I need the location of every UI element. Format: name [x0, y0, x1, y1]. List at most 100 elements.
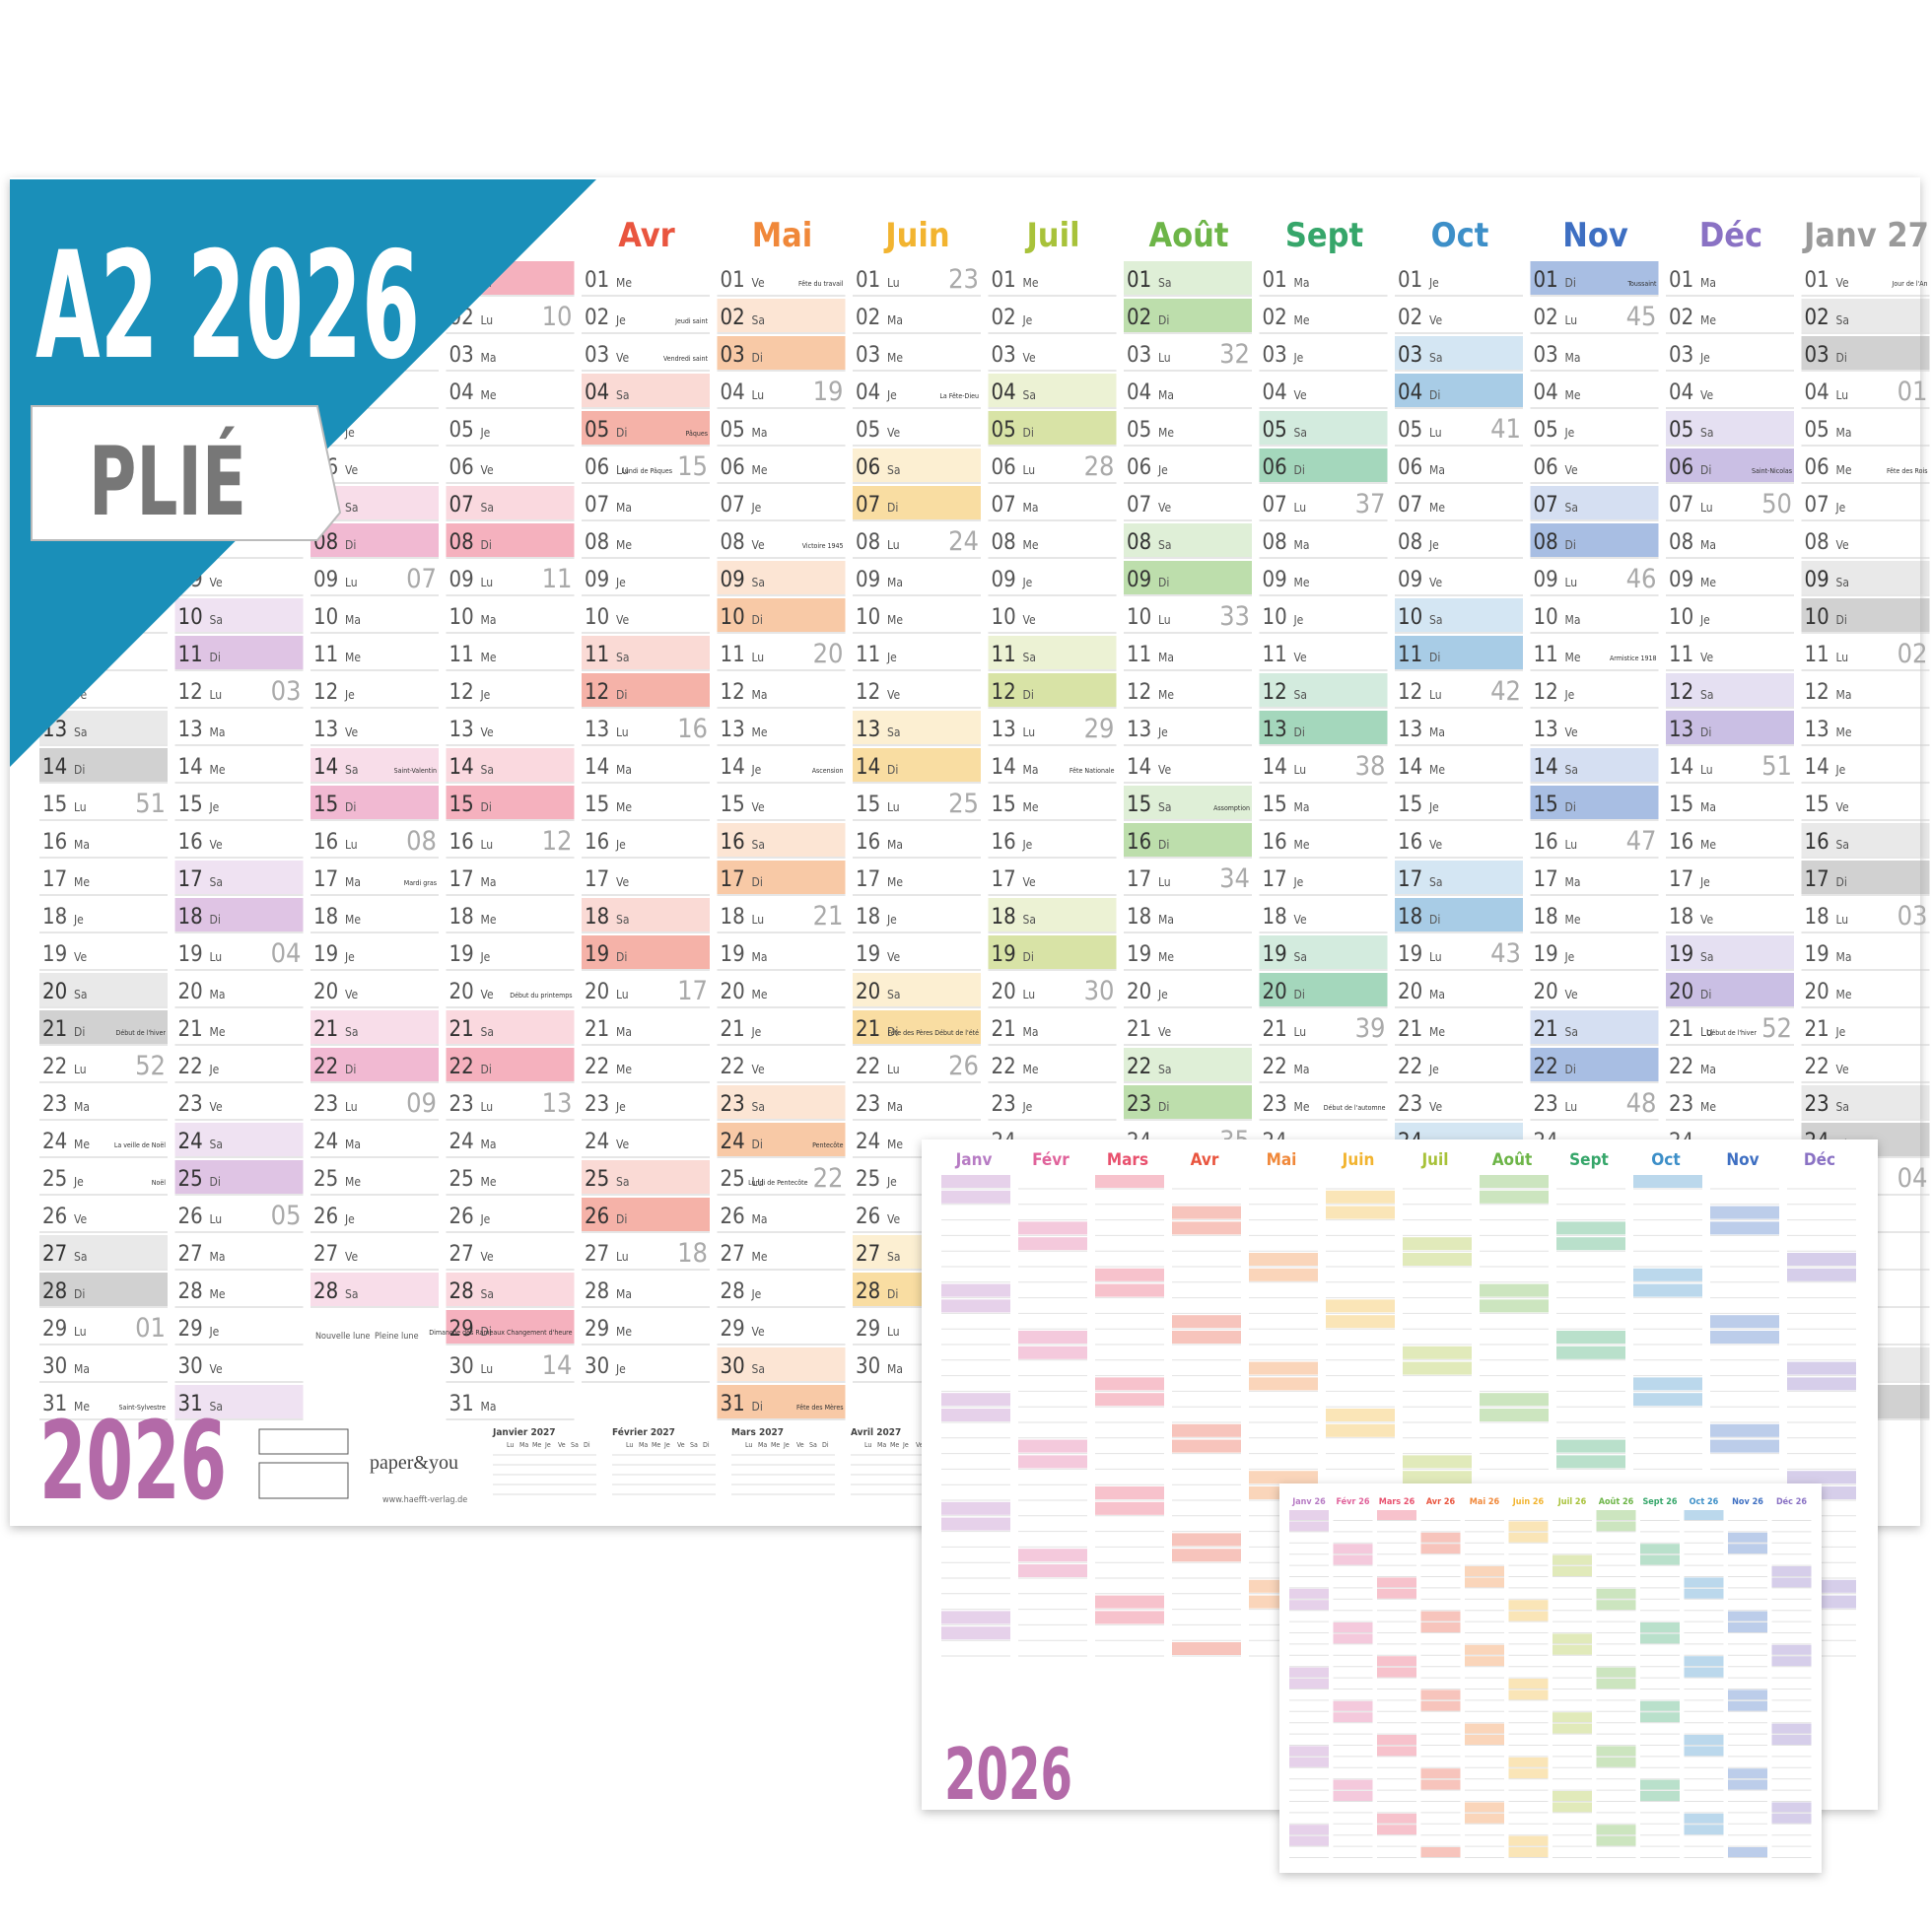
weekday: Sa	[752, 1100, 765, 1114]
day-number: 04	[1669, 380, 1693, 405]
weekday: Je	[886, 913, 897, 927]
weekday: Me	[1836, 988, 1852, 1001]
day-number: 07	[1805, 493, 1829, 518]
day-number: 07	[1669, 493, 1693, 518]
thumb-weekend	[1018, 1455, 1087, 1469]
thumb-weekend	[1556, 1346, 1625, 1359]
thumb-weekend	[1420, 1779, 1461, 1790]
weekend-fill	[174, 1385, 304, 1418]
thumb-weekend	[1480, 1409, 1549, 1421]
weekday: Di	[210, 651, 221, 664]
holiday: Fête des Mères	[796, 1404, 844, 1412]
day-number: 06	[1263, 455, 1287, 480]
weekday: Ve	[887, 688, 900, 702]
weekday: Ma	[616, 501, 632, 515]
day-number: 11	[1127, 643, 1151, 667]
weekday: Sa	[1294, 426, 1307, 440]
thumb-weekend	[1289, 1600, 1329, 1611]
weekend-fill	[582, 374, 710, 407]
weekday: Ve	[1700, 388, 1713, 402]
day-number: 20	[313, 980, 338, 1004]
weekday: Me	[1023, 1063, 1039, 1076]
weekday: Di	[1294, 725, 1305, 739]
day-number: 07	[1127, 493, 1151, 518]
weekday: Sa	[752, 1362, 765, 1376]
mini-weekday: Me	[890, 1441, 899, 1449]
mini-weekday: Di	[703, 1441, 710, 1449]
weekday: Di	[1836, 875, 1847, 889]
weekday: Ma	[345, 1138, 361, 1151]
weekday: Ma	[345, 613, 361, 627]
thumb-weekend	[1684, 1667, 1724, 1678]
weekday: Ve	[752, 800, 765, 814]
weekday: Me	[1294, 838, 1310, 852]
thumb-weekend	[1333, 1633, 1373, 1644]
thumb-weekend	[1333, 1712, 1373, 1723]
day-number: 30	[585, 1354, 609, 1379]
thumb-weekend	[1018, 1564, 1087, 1577]
day-number: 08	[1805, 530, 1829, 555]
thumb-weekend	[1326, 1206, 1395, 1219]
holiday: Armistice 1918	[1610, 655, 1657, 662]
day-number: 03	[1534, 343, 1558, 368]
week-number: 52	[135, 1051, 166, 1081]
day-number: 20	[585, 980, 609, 1004]
day-number: 21	[1398, 1017, 1422, 1042]
day-number: 14	[178, 755, 203, 780]
day-number: 20	[42, 980, 67, 1004]
thumb-weekend	[1771, 1577, 1812, 1588]
brand: paper&you	[370, 1452, 458, 1474]
weekday: Di	[1700, 463, 1711, 477]
day-number: 10	[1398, 605, 1422, 630]
day-number: 21	[313, 1017, 338, 1042]
week-number: 26	[948, 1051, 979, 1081]
day-number: 05	[1669, 418, 1693, 443]
day-number: 01	[856, 268, 880, 293]
day-number: 18	[1263, 905, 1287, 930]
weekday: Lu	[481, 1100, 494, 1114]
thumb-weekend	[1465, 1723, 1504, 1734]
day-number: 17	[313, 867, 338, 892]
weekday: Lu	[74, 1063, 87, 1076]
day-number: 28	[178, 1279, 203, 1304]
day-number: 09	[1669, 568, 1693, 592]
weekend-fill	[1395, 898, 1523, 932]
weekday: Lu	[1565, 1100, 1578, 1114]
day-number: 27	[449, 1242, 474, 1267]
weekday: Lu	[210, 688, 223, 702]
day-number: 02	[1263, 306, 1287, 330]
day-number: 27	[42, 1242, 67, 1267]
thumb-weekend	[1249, 1361, 1318, 1375]
day-number: 12	[585, 680, 609, 705]
weekend-fill	[1666, 448, 1794, 482]
weekend-fill	[717, 1085, 846, 1119]
weekday: Ve	[345, 1250, 358, 1264]
day-number: 04	[1534, 380, 1558, 405]
day-number: 21	[1263, 1017, 1287, 1042]
weekday: Ve	[1836, 800, 1849, 814]
thumb-weekend	[1710, 1221, 1779, 1235]
day-number: 15	[1534, 793, 1558, 817]
thumb-weekend	[1018, 1346, 1087, 1359]
thumb-weekend	[1333, 1554, 1373, 1565]
thumb-weekend	[1684, 1656, 1724, 1667]
weekday: Sa	[210, 613, 223, 627]
thumb-weekend	[1684, 1510, 1724, 1520]
holiday: Début de l'hiver	[1707, 1029, 1758, 1037]
weekend-fill	[1801, 299, 1930, 332]
weekend-fill	[1259, 711, 1388, 744]
day-number: 21	[178, 1017, 203, 1042]
day-number: 17	[1669, 867, 1693, 892]
week-number: 25	[948, 789, 979, 819]
weekday: Lu	[887, 1063, 900, 1076]
weekday: Di	[752, 875, 763, 889]
thumb-weekend	[1556, 1455, 1625, 1469]
weekday: Sa	[1565, 501, 1578, 515]
day-number: 29	[721, 1317, 745, 1342]
mini-weekday: Di	[584, 1441, 590, 1449]
thumb-weekend	[1249, 1377, 1318, 1391]
weekday: Sa	[1429, 351, 1442, 365]
day-number: 24	[42, 1130, 67, 1154]
day-number: 24	[721, 1130, 745, 1154]
weekday: Sa	[1023, 388, 1036, 402]
